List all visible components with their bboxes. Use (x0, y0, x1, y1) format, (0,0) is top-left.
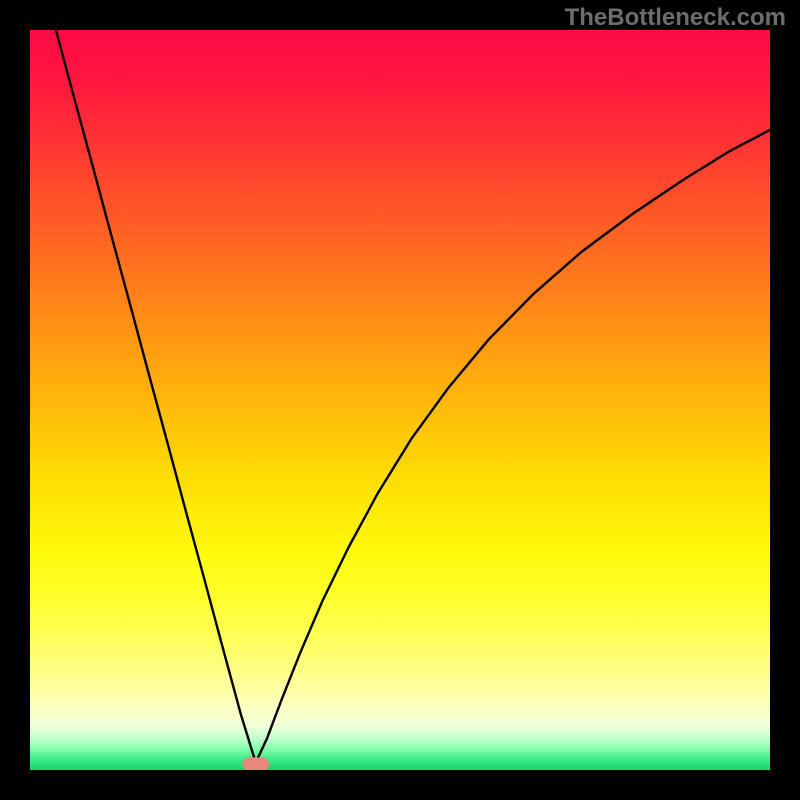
gradient-background (30, 30, 770, 770)
watermark-text: TheBottleneck.com (565, 4, 786, 32)
minimum-marker (242, 757, 269, 770)
chart-frame: TheBottleneck.com (0, 0, 800, 800)
chart-svg (30, 30, 770, 770)
plot-area (30, 30, 770, 770)
